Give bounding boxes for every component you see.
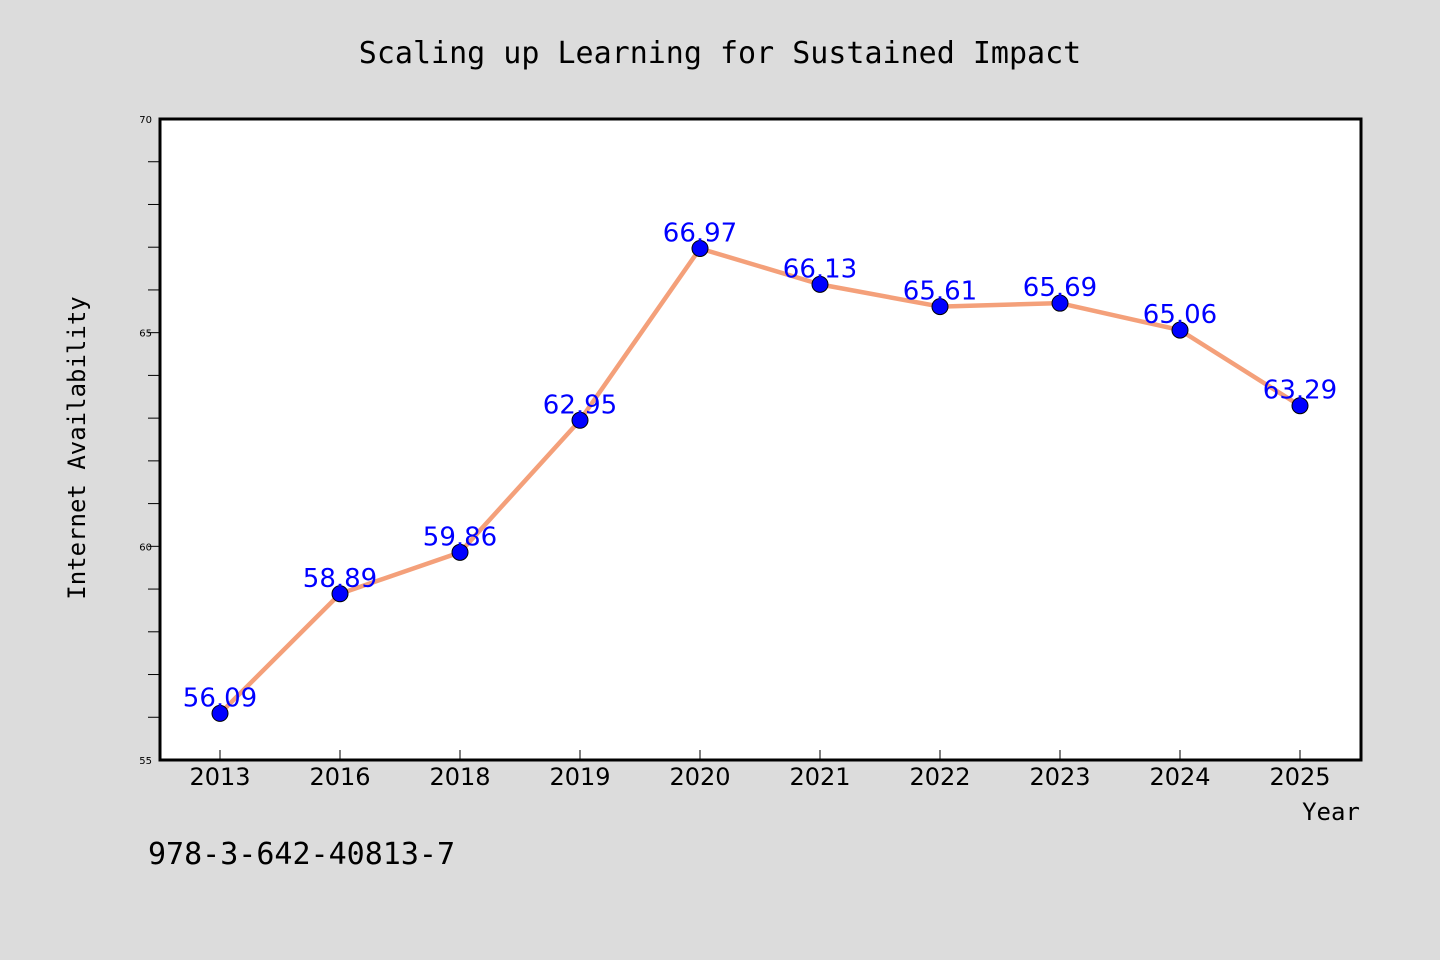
y-axis-label: Internet Availability: [63, 296, 91, 599]
data-label: 56.09: [183, 683, 257, 713]
x-tick-label: 2019: [549, 763, 610, 791]
data-point-marker: [571, 411, 589, 429]
x-tick-label: 2024: [1149, 763, 1210, 791]
x-tick-label: 2020: [669, 763, 730, 791]
data-point-marker: [1051, 294, 1069, 312]
data-point-marker: [451, 543, 469, 561]
markers-group: [211, 239, 1309, 722]
isbn-text: 978-3-642-40813-7: [148, 837, 455, 872]
data-point-marker: [691, 239, 709, 257]
y-tick-label: 70: [139, 115, 152, 126]
x-tick-label: 2021: [789, 763, 850, 791]
data-label: 62.95: [543, 390, 617, 420]
x-tick-label: 2022: [909, 763, 970, 791]
data-label: 66.13: [783, 254, 857, 284]
x-axis: 2013 2016 2018 2019 2020 2021 2022 2023 2024 2025: [189, 750, 1331, 791]
series-line-group: [217, 246, 1303, 716]
y-tick-label: 60: [139, 542, 152, 553]
data-label: 63.29: [1263, 376, 1337, 406]
data-label: 65.61: [903, 277, 977, 307]
data-labels-group: 56.09 58.89 59.86 62.95 66.97 66.13 65.61 65.69…: [183, 218, 1337, 713]
chart-title: Scaling up Learning for Sustained Impact: [359, 36, 1081, 71]
data-label: 66.97: [663, 218, 737, 248]
x-tick-label: 2013: [189, 763, 250, 791]
data-point-marker: [1291, 397, 1309, 415]
x-tick-label: 2023: [1029, 763, 1090, 791]
plot-area: [158, 117, 1363, 762]
y-axis: 55 60 65 70: [139, 115, 160, 767]
data-label: 65.06: [1143, 300, 1217, 330]
data-point-marker: [331, 585, 349, 603]
y-tick-label: 65: [139, 329, 152, 340]
x-tick-label: 2025: [1269, 763, 1330, 791]
x-tick-label: 2018: [429, 763, 490, 791]
data-point-marker: [211, 704, 229, 722]
data-label: 59.86: [423, 522, 497, 552]
x-axis-label: Year: [1302, 798, 1360, 826]
x-tick-label: 2016: [309, 763, 370, 791]
series-line: [217, 246, 1303, 716]
data-point-marker: [1171, 321, 1189, 339]
data-point-marker: [811, 275, 829, 293]
data-label: 58.89: [303, 564, 377, 594]
data-label: 65.69: [1023, 273, 1097, 303]
y-tick-label: 55: [139, 756, 152, 767]
data-point-marker: [931, 298, 949, 316]
